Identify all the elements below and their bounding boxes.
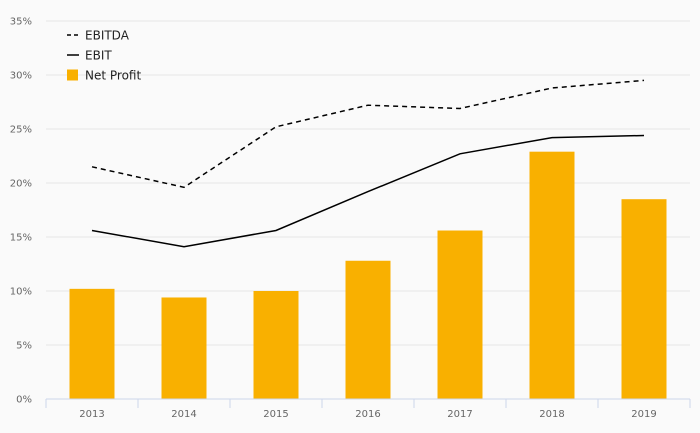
net-profit-bar xyxy=(437,230,483,399)
legend-label: EBITDA xyxy=(85,29,130,43)
x-tick-label: 2016 xyxy=(355,409,380,420)
net-profit-bar xyxy=(529,151,575,399)
y-tick-label: 15% xyxy=(10,233,32,244)
x-tick-label: 2018 xyxy=(539,409,564,420)
line-series xyxy=(91,79,645,248)
net-profit-bar xyxy=(69,288,115,399)
y-tick-label: 30% xyxy=(10,71,32,82)
legend-label: Net Profit xyxy=(85,69,141,83)
y-tick-label: 35% xyxy=(10,17,32,28)
y-tick-label: 25% xyxy=(10,125,32,136)
y-tick-label: 10% xyxy=(10,287,32,298)
y-tick-label: 20% xyxy=(10,179,32,190)
ebit-line xyxy=(91,134,645,248)
y-tick-label: 5% xyxy=(16,341,32,352)
y-tick-label: 0% xyxy=(16,395,32,406)
x-tick-label: 2019 xyxy=(631,409,656,420)
x-axis: 2013 2014 2015 2016 2017 2018 2019 xyxy=(45,398,691,420)
ebitda-line xyxy=(91,79,645,189)
x-tick-label: 2017 xyxy=(447,409,472,420)
net-profit-bar xyxy=(161,297,207,399)
net-profit-bar xyxy=(345,260,391,399)
x-tick-label: 2013 xyxy=(79,409,104,420)
net-profit-bar xyxy=(253,291,299,399)
gridlines xyxy=(46,20,690,346)
legend-swatch-net-profit xyxy=(67,69,78,81)
y-axis: 0% 5% 10% 15% 20% 25% 30% 35% xyxy=(10,17,32,406)
net-profit-bars xyxy=(69,151,667,399)
net-profit-bar xyxy=(621,199,667,399)
legend-label: EBIT xyxy=(85,49,112,63)
legend: EBITDA EBIT Net Profit xyxy=(67,29,141,83)
x-tick-label: 2015 xyxy=(263,409,288,420)
x-tick-label: 2014 xyxy=(171,409,196,420)
